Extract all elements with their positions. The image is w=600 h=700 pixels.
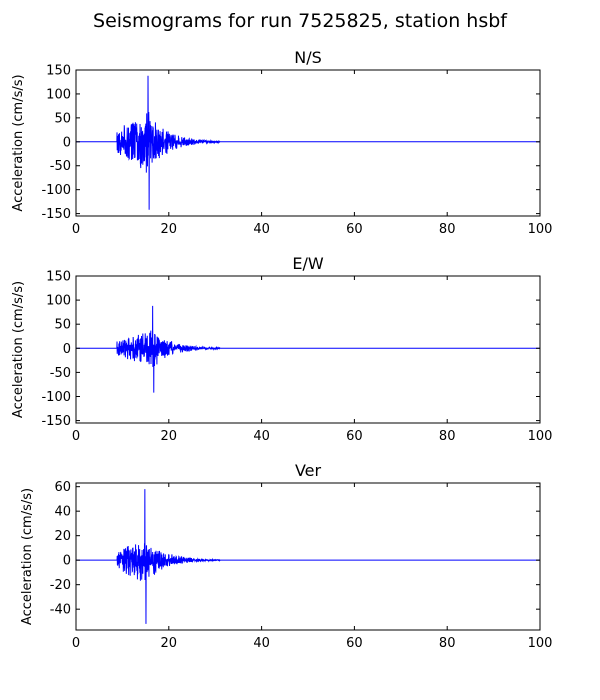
y-tick-label: -20 <box>50 578 71 593</box>
x-tick-label: 40 <box>253 222 270 237</box>
figure-title: Seismograms for run 7525825, station hsb… <box>93 10 507 32</box>
y-tick-label: 150 <box>46 64 71 79</box>
y-tick-label: -50 <box>50 159 71 174</box>
y-tick-label: -50 <box>50 366 71 381</box>
x-tick-label: 0 <box>72 636 80 651</box>
y-tick-label: 20 <box>54 529 71 544</box>
y-axis-label: Acceleration (cm/s/s) <box>11 281 26 418</box>
x-tick-label: 40 <box>253 636 270 651</box>
y-axis-label: Acceleration (cm/s/s) <box>20 488 35 625</box>
x-tick-label: 60 <box>346 222 363 237</box>
y-tick-label: -100 <box>41 390 71 405</box>
y-tick-label: 50 <box>54 111 71 126</box>
panel-title: N/S <box>294 48 322 67</box>
y-tick-label: 0 <box>63 342 71 357</box>
series-line <box>76 75 540 210</box>
series-line <box>76 305 540 393</box>
x-tick-label: 0 <box>72 429 80 444</box>
y-axis-label: Acceleration (cm/s/s) <box>11 74 26 211</box>
plot-frame <box>75 275 541 424</box>
x-tick-label: 80 <box>439 636 456 651</box>
y-tick-label: 60 <box>54 480 71 495</box>
y-tick-label: -40 <box>50 603 71 618</box>
y-tick-label: 40 <box>54 505 71 520</box>
y-tick-label: 100 <box>46 87 71 102</box>
y-tick-label: -100 <box>41 183 71 198</box>
y-tick-label: -150 <box>41 414 71 429</box>
plot-frame <box>75 69 541 217</box>
y-tick-label: 0 <box>63 554 71 569</box>
x-tick-label: 20 <box>161 636 178 651</box>
panel-2: E/W Acceleration (cm/s/s) 0 20 40 60 80 100 150 1… <box>11 254 552 444</box>
x-tick-label: 20 <box>161 222 178 237</box>
y-tick-label: 150 <box>46 270 71 285</box>
x-tick-label: 100 <box>528 636 553 651</box>
x-tick-label: 60 <box>346 636 363 651</box>
panel-1: N/S Acceleration (cm/s/s) 0 20 40 60 80 100 150 1… <box>11 48 552 237</box>
x-tick-label: 40 <box>253 429 270 444</box>
y-tick-label: 50 <box>54 318 71 333</box>
panel-title: E/W <box>292 254 324 273</box>
y-tick-label: 0 <box>63 135 71 150</box>
x-tick-label: 80 <box>439 429 456 444</box>
series-line <box>76 489 540 624</box>
panel-3: Ver Acceleration (cm/s/s) 0 20 40 60 80 100 60 40… <box>20 461 552 651</box>
y-tick-label: 100 <box>46 294 71 309</box>
x-tick-label: 100 <box>528 429 553 444</box>
panel-title: Ver <box>295 461 322 480</box>
x-tick-label: 80 <box>439 222 456 237</box>
x-tick-label: 100 <box>528 222 553 237</box>
x-tick-label: 0 <box>72 222 80 237</box>
x-tick-label: 20 <box>161 429 178 444</box>
plot-frame <box>75 482 541 631</box>
x-tick-label: 60 <box>346 429 363 444</box>
y-tick-label: -150 <box>41 207 71 222</box>
